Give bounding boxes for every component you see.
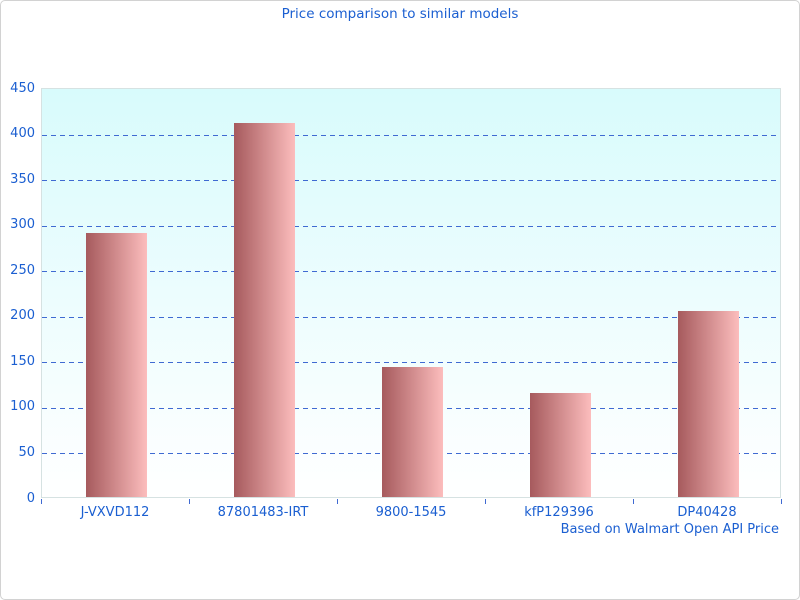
y-axis-label-100: 100 (10, 399, 35, 415)
gridline-250 (42, 271, 780, 273)
y-axis-label-0: 0 (26, 490, 35, 506)
bar-kfP129396 (529, 393, 591, 497)
plot-area (41, 88, 781, 498)
gridline-200 (42, 316, 780, 318)
y-axis-label-50: 50 (18, 444, 35, 460)
gridline-400 (42, 134, 780, 136)
gridline-150 (42, 362, 780, 364)
footer-note: Based on Walmart Open API Price (560, 522, 779, 537)
y-axis-label-200: 200 (10, 308, 35, 324)
x-axis-label-DP40428: DP40428 (677, 505, 737, 520)
y-axis-label-450: 450 (10, 80, 35, 96)
gridline-350 (42, 180, 780, 182)
bar-9800-1545 (381, 366, 443, 497)
x-axis-tick (633, 499, 634, 504)
x-axis-tick (781, 499, 782, 504)
chart-title: Price comparison to similar models (281, 6, 519, 22)
bar-DP40428 (677, 311, 739, 497)
y-axis-label-300: 300 (10, 217, 35, 233)
x-axis-label-9800-1545: 9800-1545 (375, 505, 447, 520)
y-axis-label-350: 350 (10, 171, 35, 187)
x-axis-label-87801483-IRT: 87801483-IRT (217, 505, 309, 520)
bar-J-VXVD112 (85, 232, 147, 497)
x-axis-label-kfP129396: kfP129396 (524, 505, 594, 520)
x-axis-tick (485, 499, 486, 504)
y-axis-label-150: 150 (10, 353, 35, 369)
y-axis-label-250: 250 (10, 262, 35, 278)
x-axis-label-J-VXVD112: J-VXVD112 (80, 505, 150, 520)
bar-87801483-IRT (233, 123, 295, 497)
y-axis-label-400: 400 (10, 126, 35, 142)
x-axis-tick (189, 499, 190, 504)
x-axis-tick (337, 499, 338, 504)
x-axis-tick (41, 499, 42, 504)
gridline-300 (42, 225, 780, 227)
